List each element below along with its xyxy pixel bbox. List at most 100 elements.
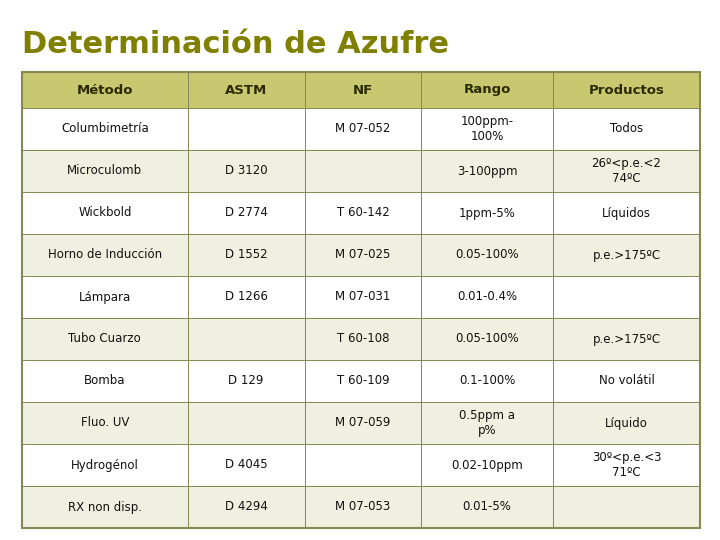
Bar bbox=[553, 444, 700, 486]
Text: 26º<p.e.<2
74ºC: 26º<p.e.<2 74ºC bbox=[592, 157, 662, 185]
Bar bbox=[553, 72, 700, 108]
Text: D 4045: D 4045 bbox=[225, 458, 267, 471]
Bar bbox=[188, 444, 305, 486]
Bar bbox=[22, 486, 188, 528]
Text: D 4294: D 4294 bbox=[225, 501, 268, 514]
Bar bbox=[305, 108, 421, 150]
Text: No volátil: No volátil bbox=[598, 375, 654, 388]
Text: Hydrogénol: Hydrogénol bbox=[71, 458, 139, 471]
Text: Fluo. UV: Fluo. UV bbox=[81, 416, 129, 429]
Text: D 129: D 129 bbox=[228, 375, 264, 388]
Text: 0.05-100%: 0.05-100% bbox=[455, 333, 519, 346]
Bar bbox=[22, 72, 188, 108]
Bar bbox=[22, 402, 188, 444]
Bar bbox=[553, 318, 700, 360]
Bar bbox=[22, 108, 188, 150]
Bar bbox=[22, 360, 188, 402]
Text: Tubo Cuarzo: Tubo Cuarzo bbox=[68, 333, 141, 346]
Text: Rango: Rango bbox=[464, 84, 511, 97]
Text: NF: NF bbox=[353, 84, 373, 97]
Bar bbox=[421, 486, 553, 528]
Bar bbox=[188, 72, 305, 108]
Text: T 60-142: T 60-142 bbox=[336, 206, 390, 219]
Text: 0.01-0.4%: 0.01-0.4% bbox=[457, 291, 517, 303]
Bar bbox=[188, 402, 305, 444]
Bar bbox=[305, 234, 421, 276]
Bar bbox=[305, 150, 421, 192]
Text: D 2774: D 2774 bbox=[225, 206, 268, 219]
Bar bbox=[305, 72, 421, 108]
Text: RX non disp.: RX non disp. bbox=[68, 501, 142, 514]
Text: Bomba: Bomba bbox=[84, 375, 125, 388]
Bar bbox=[421, 72, 553, 108]
Text: 0.05-100%: 0.05-100% bbox=[455, 248, 519, 261]
Bar bbox=[188, 360, 305, 402]
Text: M 07-025: M 07-025 bbox=[336, 248, 390, 261]
Bar bbox=[553, 486, 700, 528]
Bar bbox=[305, 486, 421, 528]
Bar bbox=[421, 444, 553, 486]
Text: M 07-052: M 07-052 bbox=[336, 123, 390, 136]
Text: Todos: Todos bbox=[610, 123, 643, 136]
Bar bbox=[188, 276, 305, 318]
Text: Determinación de Azufre: Determinación de Azufre bbox=[22, 30, 449, 59]
Text: 0.1-100%: 0.1-100% bbox=[459, 375, 516, 388]
Text: 1ppm-5%: 1ppm-5% bbox=[459, 206, 516, 219]
Bar bbox=[22, 234, 188, 276]
Bar bbox=[22, 150, 188, 192]
Bar bbox=[305, 318, 421, 360]
Bar bbox=[553, 402, 700, 444]
Bar bbox=[421, 360, 553, 402]
Bar bbox=[421, 192, 553, 234]
Bar bbox=[553, 276, 700, 318]
Text: D 1552: D 1552 bbox=[225, 248, 267, 261]
Bar bbox=[188, 150, 305, 192]
Bar bbox=[188, 192, 305, 234]
Bar bbox=[305, 360, 421, 402]
Bar bbox=[22, 444, 188, 486]
Bar bbox=[22, 72, 700, 528]
Bar bbox=[421, 150, 553, 192]
Text: 30º<p.e.<3
71ºC: 30º<p.e.<3 71ºC bbox=[592, 451, 661, 479]
Text: Wickbold: Wickbold bbox=[78, 206, 132, 219]
Text: p.e.>175ºC: p.e.>175ºC bbox=[593, 333, 661, 346]
Text: 100ppm-
100%: 100ppm- 100% bbox=[461, 115, 514, 143]
Text: Líquidos: Líquidos bbox=[602, 206, 651, 219]
Text: M 07-053: M 07-053 bbox=[336, 501, 390, 514]
Bar bbox=[188, 234, 305, 276]
Bar bbox=[421, 402, 553, 444]
Text: ASTM: ASTM bbox=[225, 84, 267, 97]
Bar bbox=[305, 402, 421, 444]
Bar bbox=[421, 318, 553, 360]
Bar bbox=[188, 108, 305, 150]
Bar bbox=[421, 234, 553, 276]
Text: 0.5ppm a
p%: 0.5ppm a p% bbox=[459, 409, 516, 437]
Text: T 60-109: T 60-109 bbox=[336, 375, 390, 388]
Bar bbox=[305, 192, 421, 234]
Text: 3-100ppm: 3-100ppm bbox=[457, 165, 518, 178]
Bar bbox=[22, 318, 188, 360]
Bar bbox=[305, 444, 421, 486]
Text: Líquido: Líquido bbox=[605, 416, 648, 429]
Text: Columbimetría: Columbimetría bbox=[61, 123, 149, 136]
Text: Método: Método bbox=[76, 84, 133, 97]
Bar bbox=[553, 192, 700, 234]
Text: M 07-031: M 07-031 bbox=[336, 291, 390, 303]
Text: Horno de Inducción: Horno de Inducción bbox=[48, 248, 162, 261]
Text: D 3120: D 3120 bbox=[225, 165, 267, 178]
Text: p.e.>175ºC: p.e.>175ºC bbox=[593, 248, 661, 261]
Bar bbox=[553, 360, 700, 402]
Bar bbox=[22, 276, 188, 318]
Bar bbox=[188, 318, 305, 360]
Text: Lámpara: Lámpara bbox=[78, 291, 131, 303]
Text: 0.02-10ppm: 0.02-10ppm bbox=[451, 458, 523, 471]
Bar bbox=[421, 276, 553, 318]
Text: D 1266: D 1266 bbox=[225, 291, 268, 303]
Bar bbox=[305, 276, 421, 318]
Bar bbox=[553, 108, 700, 150]
Bar bbox=[421, 108, 553, 150]
Text: 0.01-5%: 0.01-5% bbox=[463, 501, 512, 514]
Text: Productos: Productos bbox=[589, 84, 665, 97]
Bar bbox=[188, 486, 305, 528]
Text: T 60-108: T 60-108 bbox=[337, 333, 389, 346]
